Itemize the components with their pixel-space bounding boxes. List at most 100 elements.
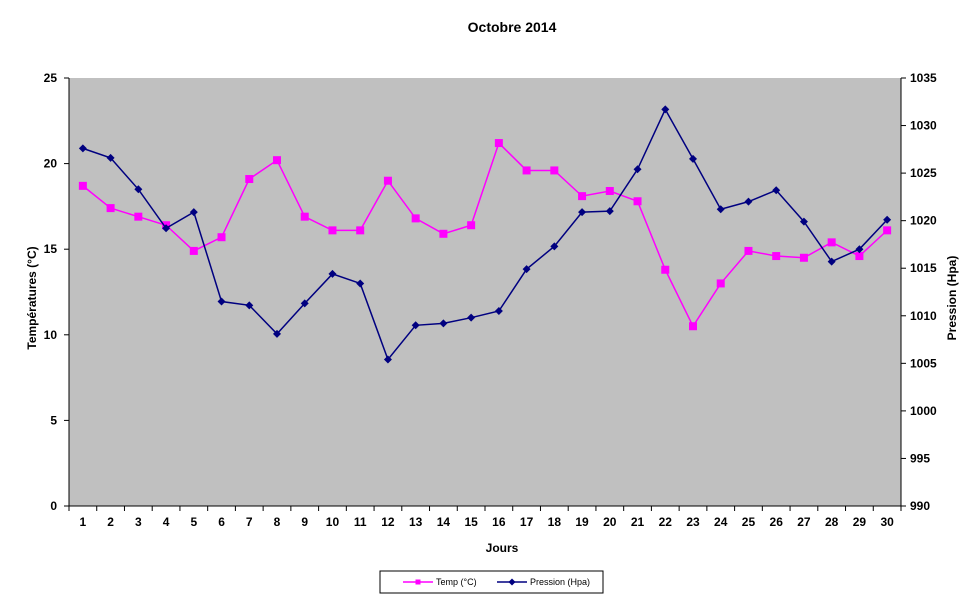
y-right-tick-label: 990 [910,499,930,513]
pressure-point [189,208,198,217]
legend-pressure-marker [508,578,516,586]
pressure-point [300,299,309,308]
y-left-tick-label: 25 [44,71,58,85]
y-right-tick-label: 1035 [910,71,937,85]
pressure-point [106,153,115,162]
chart-title: Octobre 2014 [468,19,557,35]
pressure-point [328,269,337,278]
temp-point [300,212,309,221]
y-right-tick-label: 1030 [910,119,937,133]
x-tick-label: 29 [853,515,867,529]
y-right-tick-label: 1015 [910,261,937,275]
x-tick-label: 30 [880,515,894,529]
pressure-point [217,297,226,306]
pressure-point [578,208,587,217]
temp-point [411,214,420,223]
legend-temp-label: Temp (°C) [436,577,477,587]
pressure-point [716,205,725,214]
y-right-tick-label: 995 [910,451,930,465]
temp-point [744,246,753,255]
temp-point [605,186,614,195]
temp-point [78,181,87,190]
x-tick-label: 11 [354,515,367,529]
temp-point [217,233,226,242]
x-tick-label: 17 [520,515,534,529]
pressure-point [661,105,670,114]
pressure-point [550,242,559,251]
y-left-tick-label: 0 [50,499,57,513]
x-tick-label: 27 [797,515,811,529]
tick-labels: 0510152025990995100010051010101510201025… [44,71,937,529]
temp-point [189,246,198,255]
pressure-point [799,217,808,226]
temp-point [328,226,337,235]
series-line-temp [82,141,888,328]
x-tick-label: 19 [575,515,589,529]
temp-point [578,192,587,201]
pressure-point [162,224,171,233]
series-line-pressure [82,107,888,362]
legend-temp-marker [415,579,421,585]
x-tick-label: 5 [190,515,197,529]
x-axis-label: Jours [486,541,519,555]
temp-point [467,221,476,230]
y-axis-left-label: Températures (°C) [25,246,39,349]
x-tick-label: 2 [107,515,114,529]
x-tick-label: 6 [218,515,225,529]
pressure-point [827,257,836,266]
temp-point [273,156,281,165]
legend: Temp (°C) Pression (Hpa) [379,570,604,594]
pressure-point [467,313,476,322]
x-tick-label: 23 [686,515,700,529]
series-layer [78,105,892,364]
pressure-point [273,329,281,338]
x-tick-label: 15 [464,515,478,529]
y-right-tick-label: 1005 [910,356,937,370]
y-axis-right-label: Pression (Hpa) [945,256,959,341]
x-tick-label: 7 [246,515,253,529]
pressure-point [356,279,365,288]
x-tick-label: 24 [714,515,728,529]
plot-area [69,78,901,506]
y-right-tick-label: 1025 [910,166,937,180]
x-tick-label: 8 [274,515,281,529]
x-tick-label: 14 [437,515,451,529]
pressure-point [883,215,892,224]
x-tick-label: 20 [603,515,617,529]
x-tick-label: 4 [163,515,170,529]
pressure-point [411,321,420,330]
pressure-point [439,319,448,328]
x-tick-label: 13 [409,515,423,529]
pressure-point [383,355,392,364]
x-tick-label: 25 [742,515,756,529]
temp-point [827,238,836,247]
x-tick-label: 16 [492,515,506,529]
pressure-point [855,245,864,254]
temp-point [633,197,642,206]
y-left-tick-label: 15 [44,242,58,256]
legend-box [379,570,604,594]
y-left-tick-label: 10 [44,328,58,342]
pressure-point [772,186,781,195]
temp-point [245,175,254,184]
pressure-point [245,301,254,310]
x-tick-label: 21 [631,515,645,529]
x-tick-label: 12 [381,515,395,529]
x-tick-label: 3 [135,515,142,529]
temp-point [522,166,531,175]
y-right-tick-label: 1010 [910,309,937,323]
pressure-point [744,197,753,206]
y-right-tick-label: 1020 [910,214,937,228]
x-tick-label: 18 [548,515,562,529]
temp-point [799,253,808,262]
temp-point [356,226,365,235]
temp-point [550,166,559,175]
temp-point [383,176,392,185]
temp-point [855,252,864,261]
y-left-tick-label: 20 [44,157,58,171]
temp-point [883,226,892,235]
x-tick-label: 22 [659,515,673,529]
legend-pressure-label: Pression (Hpa) [530,577,590,587]
temp-point [772,252,781,261]
